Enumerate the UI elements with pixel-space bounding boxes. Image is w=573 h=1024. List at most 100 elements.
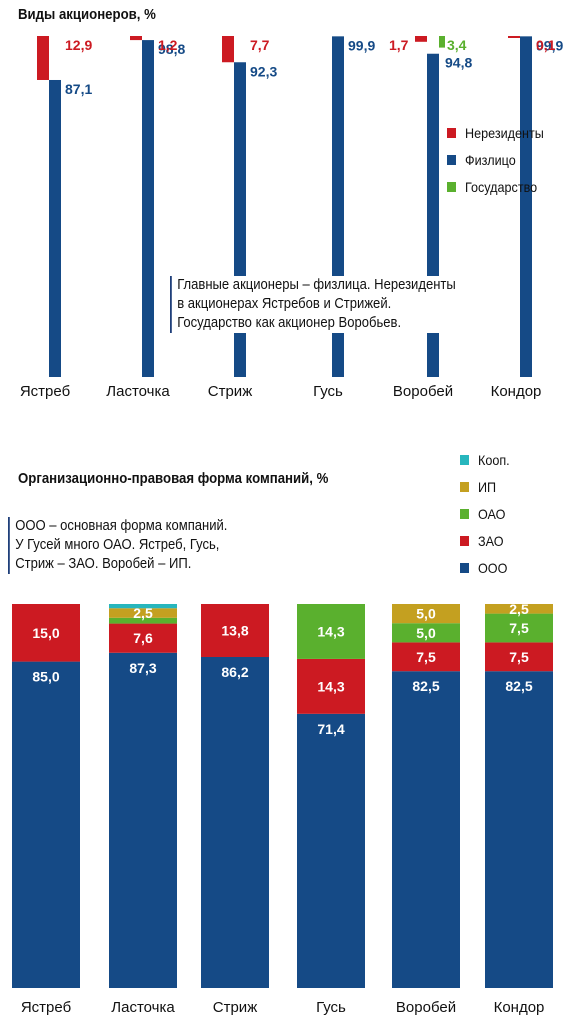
label-seg-zao: 13,8 [221,622,248,638]
legend-label-nonres: Нерезиденты [465,125,544,141]
label-seg-ooo: 71,4 [317,721,344,737]
label-nonres: 0,1 [536,37,556,53]
chart1-category-label: Ястреб [20,383,70,400]
label-phys: 87,1 [65,81,92,97]
chart2-category-label: Гусь [316,999,346,1016]
chart2-bar-group: 85,0 15,0 [12,604,80,988]
legend-label-coop: Кооп. [478,452,510,468]
label-seg-oao: 5,0 [416,625,436,641]
seg-oao [392,623,460,643]
seg-ooo [297,713,365,988]
seg-ip [109,608,177,618]
seg-zao [12,604,80,662]
legend-label-oao: ОАО [478,506,506,522]
chart2-category-label: Стриж [213,999,257,1016]
seg-zao [485,642,553,672]
chart2-bar-group: 82,5 7,5 5,0 5,0 [392,604,460,988]
seg-ooo [485,671,553,988]
chart1-note: Главные акционеры – физлица. Нерезиденты… [170,276,456,333]
chart2-bar-group: 87,3 7,6 2,5 [109,604,177,988]
bar-phys [142,40,154,377]
label-phys: 99,9 [348,37,375,53]
chart1-category-label: Гусь [313,383,343,400]
label-seg-ip: 2,5 [133,605,153,621]
legend-swatch-nonres [447,128,456,138]
chart2-category-label: Ястреб [21,999,71,1016]
label-phys: 94,8 [445,55,472,71]
chart2-note-line: Стриж – ЗАО. Воробей – ИП. [15,556,192,572]
seg-ip [392,604,460,624]
chart2-note-line: У Гусей много ОАО. Ястреб, Гусь, [15,537,220,553]
bar-nonres [130,36,142,41]
chart2-note-line: ООО – основная форма компаний. [15,518,228,534]
legend-swatch-phys [447,155,456,165]
seg-zao [201,604,269,657]
seg-oao [297,604,365,659]
chart2-category-label: Воробей [396,999,456,1016]
seg-coop [109,604,177,609]
seg-ooo [109,652,177,988]
chart1-category-label: Кондор [491,383,542,400]
chart2-note: ООО – основная форма компаний. У Гусей м… [8,517,227,574]
label-phys: 98,8 [158,41,185,57]
label-seg-ooo: 87,3 [129,660,156,676]
bar-nonres [415,36,427,42]
label-seg-oao: 14,3 [317,623,344,639]
label-nonres: 12,9 [65,37,92,53]
chart2-title: Организационно-правовая форма компаний, … [18,470,329,487]
seg-zao [109,623,177,653]
label-seg-ooo: 85,0 [32,669,59,685]
chart2-category-label: Ласточка [111,999,175,1016]
label-seg-ip: 2,5 [509,601,529,617]
chart1-plot: 87,1 12,9 Ястреб 98,81,2 Ласточка 92,3 7,7 Стри… [20,36,563,400]
seg-ooo [201,656,269,988]
legend-swatch-oao [460,509,469,519]
chart1-bar-group: 87,1 12,9 [37,36,92,377]
label-nonres: 7,7 [250,37,270,53]
label-seg-oao: 7,5 [509,620,529,636]
label-phys: 99,9 [536,37,563,53]
chart1-category-label: Воробей [393,383,453,400]
label-seg-zao: 15,0 [32,625,59,641]
seg-ooo [12,661,80,988]
seg-ip [485,604,553,614]
label-seg-zao: 7,6 [133,630,153,646]
label-seg-zao: 14,3 [317,678,344,694]
bar-nonres [222,36,234,63]
chart1-note-line: Государство как акционер Воробьев. [177,315,402,331]
legend-label-ooo: ООО [478,560,508,576]
label-seg-zao: 7,5 [509,649,529,665]
bar-state [439,36,445,48]
label-seg-zao: 7,5 [416,649,436,665]
bar-nonres [37,36,49,80]
label-seg-ip: 5,0 [416,606,436,622]
legend-swatch-ip [460,482,469,492]
label-nonres: 1,7 [389,37,409,53]
legend-label-ip: ИП [478,479,497,495]
label-seg-ooo: 86,2 [221,664,248,680]
label-state: 3,4 [447,37,467,53]
bar-phys [520,36,532,377]
legend-label-state: Государство [465,179,538,195]
legend-label-zao: ЗАО [478,533,504,549]
legend-swatch-zao [460,536,469,546]
chart1-category-label: Ласточка [106,383,170,400]
bar-phys [49,79,61,377]
bar-nonres [508,36,520,38]
seg-ooo [392,671,460,988]
chart1-bar-group: 99,90,1 [508,36,563,377]
legend-label-phys: Физлицо [465,152,516,168]
seg-oao [485,613,553,643]
chart1-title: Виды акционеров, % [18,6,156,23]
seg-oao [109,617,177,624]
label-nonres: 1,2 [158,37,178,53]
chart1-bar-group: 98,81,2 [130,36,185,377]
chart2-bar-group: 86,2 13,8 [201,604,269,988]
legend-swatch-coop [460,455,469,465]
chart1-category-label: Стриж [208,383,252,400]
label-phys: 92,3 [250,63,277,79]
chart1-note-line: Главные акционеры – физлица. Нерезиденты [177,277,456,293]
legend-swatch-state [447,182,456,192]
chart1-note-line: в акционерах Ястребов и Стрижей. [177,296,392,312]
chart2-bar-group: 82,5 7,5 7,5 2,5 [485,601,553,988]
